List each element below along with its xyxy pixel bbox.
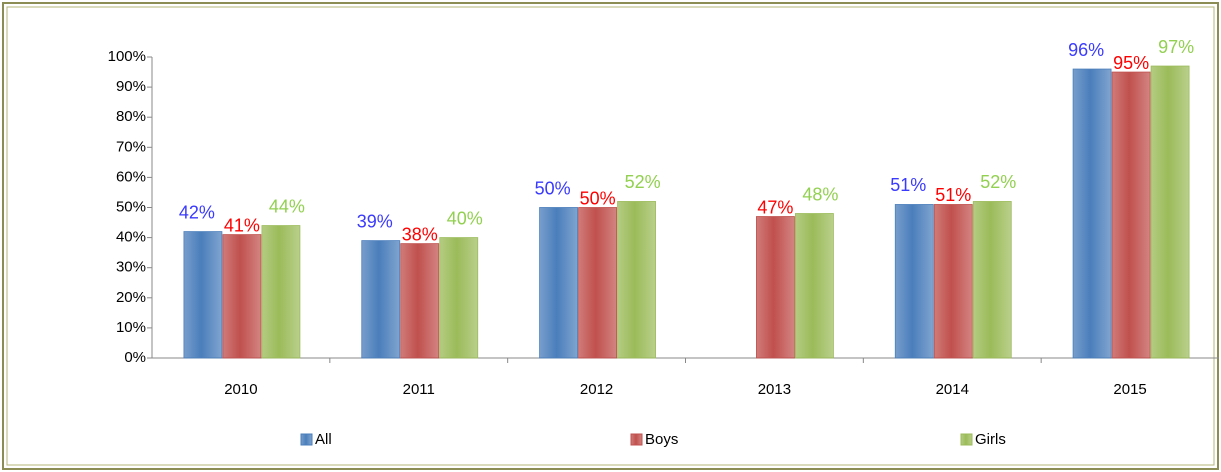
y-tick-label: 30% — [116, 259, 146, 276]
bar — [578, 207, 617, 359]
bar — [222, 234, 262, 359]
bar — [795, 213, 834, 359]
y-tick-label: 50% — [116, 198, 146, 215]
value-label: 42% — [179, 202, 215, 222]
value-label: 52% — [980, 172, 1016, 192]
value-label: 51% — [890, 175, 926, 195]
legend-label: All — [315, 431, 332, 448]
legend-label: Boys — [645, 431, 678, 448]
x-tick-label: 2014 — [936, 381, 969, 398]
bar — [972, 201, 1012, 359]
y-tick-label: 80% — [116, 108, 146, 125]
value-label: 97% — [1158, 37, 1194, 57]
x-tick-label: 2012 — [580, 381, 613, 398]
bar — [1150, 65, 1190, 359]
y-tick-label: 90% — [116, 78, 146, 95]
bar — [539, 207, 578, 359]
bar — [439, 237, 479, 359]
value-label: 96% — [1068, 40, 1104, 60]
value-label: 50% — [535, 178, 571, 198]
value-label: 51% — [935, 185, 971, 205]
value-label: 38% — [402, 224, 438, 244]
bar — [400, 243, 440, 359]
value-label: 39% — [357, 211, 393, 231]
value-label: 50% — [580, 188, 616, 208]
legend-label: Girls — [975, 431, 1006, 448]
x-tick-label: 2010 — [224, 381, 257, 398]
x-tick-label: 2011 — [403, 381, 435, 398]
x-tick-label: 2015 — [1113, 381, 1146, 398]
bar — [617, 201, 656, 359]
y-tick-label: 40% — [116, 229, 146, 246]
bar — [1111, 71, 1151, 359]
y-tick-label: 100% — [108, 48, 146, 65]
bar — [1072, 68, 1112, 359]
y-tick-label: 0% — [124, 349, 146, 366]
value-label: 95% — [1113, 53, 1149, 73]
y-tick-label: 10% — [116, 319, 146, 336]
value-label: 40% — [447, 208, 483, 228]
bar — [894, 204, 934, 359]
value-label: 52% — [625, 172, 661, 192]
x-tick-label: 2013 — [758, 381, 791, 398]
bar — [183, 231, 223, 359]
legend-swatch — [630, 433, 643, 446]
bar — [261, 225, 301, 359]
y-tick-label: 70% — [116, 138, 146, 155]
y-tick-label: 60% — [116, 168, 146, 185]
bar — [361, 240, 401, 359]
value-label: 44% — [269, 196, 305, 216]
legend-swatch — [960, 433, 973, 446]
value-label: 41% — [224, 215, 260, 235]
bar — [756, 216, 795, 359]
frame-inner — [6, 6, 1215, 466]
value-label: 48% — [802, 184, 838, 204]
bar — [933, 204, 973, 359]
y-tick-label: 20% — [116, 289, 146, 306]
value-label: 47% — [757, 197, 793, 217]
legend-swatch — [300, 433, 313, 446]
